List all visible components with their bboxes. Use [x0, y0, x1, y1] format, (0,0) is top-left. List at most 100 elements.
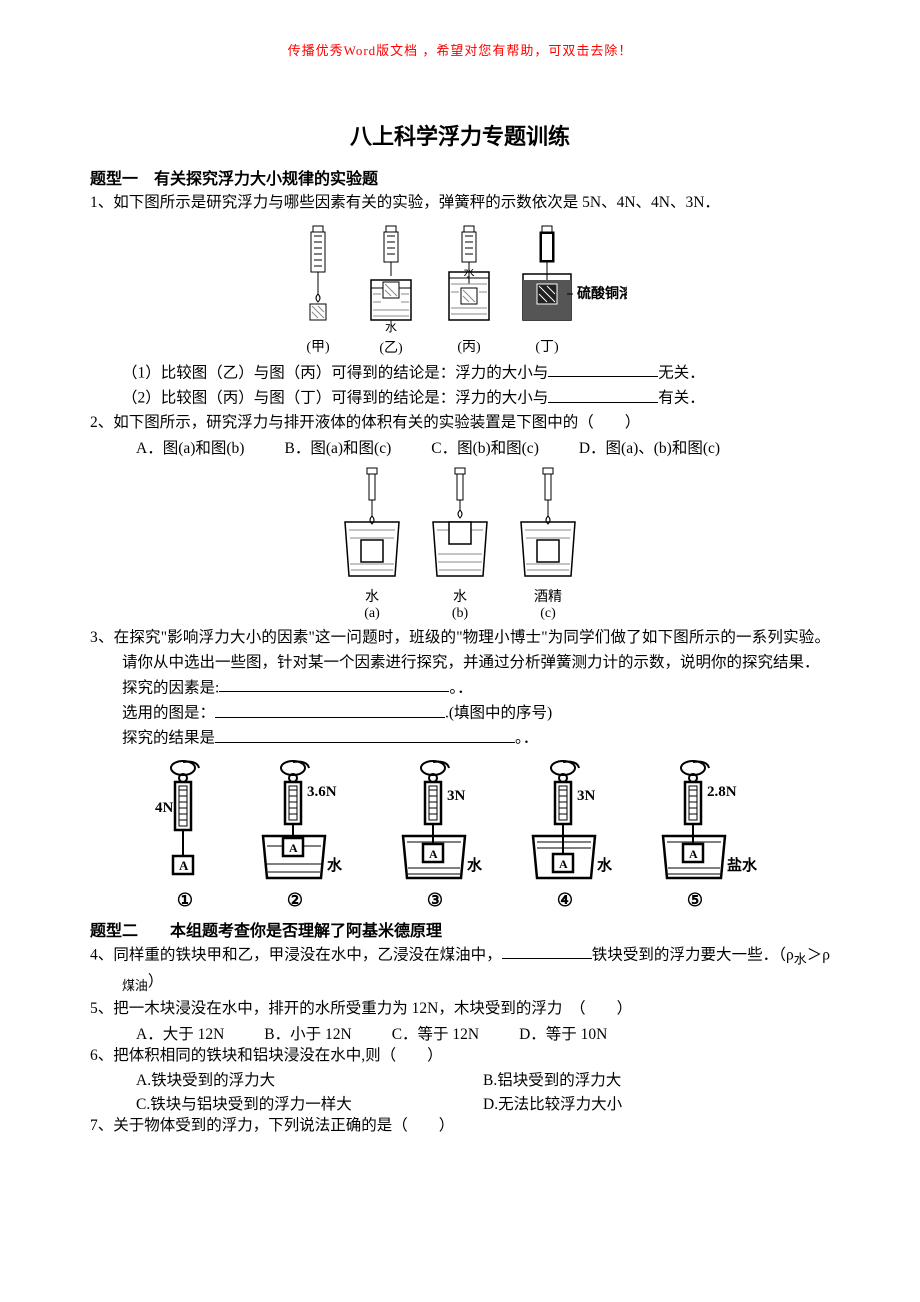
- q2-options: A．图(a)和图(b) B．图(a)和图(c) C．图(b)和图(c) D．图(…: [90, 436, 830, 458]
- svg-text:3N: 3N: [577, 788, 596, 804]
- q3-fig-3-num: ③: [427, 890, 443, 911]
- q2-fig-b-sub: (b): [452, 606, 468, 622]
- section-1-heading: 题型一 有关探究浮力大小规律的实验题: [90, 165, 830, 189]
- beaker-icon: 2.8N A 盐水: [645, 760, 785, 890]
- q5-opt-a: A．大于 12N: [136, 1022, 224, 1044]
- beaker-icon: 3N A 水: [515, 760, 635, 890]
- svg-text:水: 水: [464, 266, 475, 279]
- q3-fig-3: 3N A 水 ③: [385, 760, 505, 911]
- header-note-post: 版文档 ，希望对您有帮助，可双击去除！: [376, 43, 632, 58]
- blank: [502, 943, 592, 960]
- q5-options: A．大于 12N B．小于 12N C．等于 12N D．等于 10N: [90, 1022, 830, 1044]
- document-title: 八上科学浮力专题训练: [90, 119, 830, 151]
- q2-fig-c: 酒精 (c): [513, 466, 583, 622]
- q3-l3-post: 。．: [515, 730, 538, 747]
- q1-sub1-pre: （1）比较图（乙）与图（丙）可得到的结论是：浮力的大小与: [122, 364, 548, 381]
- section-2-heading: 题型二 本组题考查你是否理解了阿基米德原理: [90, 917, 830, 941]
- svg-text:A: A: [559, 857, 568, 871]
- q1-fig-4-side-label: 硫酸铜溶液: [577, 285, 627, 302]
- svg-text:2.8N: 2.8N: [707, 784, 737, 800]
- q3-fig-1: 4N A ①: [135, 760, 235, 911]
- q5-opt-b: B．小于 12N: [264, 1022, 351, 1044]
- q3-l1-pre: 探究的因素是:: [122, 679, 219, 696]
- beaker-icon: [337, 466, 407, 586]
- header-note: 传播优秀Word版文档 ，希望对您有帮助，可双击去除！: [90, 40, 830, 59]
- q4-pre: 4、同样重的铁块甲和乙，甲浸没在水中，乙浸没在煤油中，: [90, 946, 502, 963]
- svg-text:水: 水: [597, 856, 613, 874]
- q4-mid: ＞ρ: [807, 946, 830, 963]
- q2-text: 2、如下图所示，研究浮力与排开液体的体积有关的实验装置是下图中的（ ）: [90, 411, 830, 436]
- q6-opt-a: A.铁块受到的浮力大: [136, 1068, 483, 1090]
- svg-text:盐水: 盐水: [727, 856, 758, 874]
- q5-opt-d: D．等于 10N: [519, 1022, 607, 1044]
- q1-fig-2-label: (乙): [379, 337, 402, 357]
- q3-figure-row: 4N A ① 3.6N A 水: [90, 760, 830, 911]
- svg-text:3.6N: 3.6N: [307, 784, 337, 800]
- q3-fig-5: 2.8N A 盐水 ⑤: [645, 760, 785, 911]
- q3-fig-4-num: ④: [557, 890, 573, 911]
- q3-l3-pre: 探究的结果是: [122, 730, 215, 747]
- q6-options: A.铁块受到的浮力大 B.铝块受到的浮力大 C.铁块与铝块受到的浮力一样大 D.…: [90, 1068, 830, 1114]
- q3-line3: 探究的结果是 。．: [90, 726, 830, 751]
- q7-text: 7、关于物体受到的浮力，下列说法正确的是（ ）: [90, 1114, 830, 1139]
- svg-text:水: 水: [467, 856, 483, 874]
- q3-line2: 选用的图是：.(填图中的序号): [90, 701, 830, 726]
- q1-sub1-post: 无关．: [658, 364, 705, 381]
- beaker-icon: [425, 466, 495, 586]
- q6-text: 6、把体积相同的铁块和铝块浸没在水中,则（ ）: [90, 1044, 830, 1069]
- q2-fig-c-liquid: 酒精: [534, 586, 562, 606]
- blank: [215, 701, 445, 718]
- header-note-pre: 传播优秀: [288, 43, 344, 58]
- q4-end: ）: [148, 973, 164, 990]
- q1-sub2-post: 有关．: [658, 390, 705, 407]
- q3-l2-pre: 选用的图是：: [122, 705, 215, 722]
- q6-opt-c: C.铁块与铝块受到的浮力一样大: [136, 1092, 483, 1114]
- q1-fig-1: (甲): [293, 224, 343, 357]
- q2-fig-c-sub: (c): [540, 606, 556, 622]
- q2-fig-a-liquid: 水: [365, 586, 379, 606]
- q4-sub1: 水: [794, 951, 807, 966]
- blank: [548, 361, 658, 378]
- q2-opt-a: A．图(a)和图(b): [136, 436, 244, 458]
- q3-fig-5-num: ⑤: [687, 890, 703, 911]
- beaker-icon: 3N A 水: [385, 760, 505, 890]
- q3-text: 3、在探究"影响浮力大小的因素"这一问题时，班级的"物理小博士"为同学们做了如下…: [122, 626, 830, 676]
- q1-sub2: （2）比较图（丙）与图（丁）可得到的结论是：浮力的大小与 有关．: [90, 386, 830, 411]
- svg-text:A: A: [289, 841, 298, 855]
- q3-fig-2-num: ②: [287, 890, 303, 911]
- q2-fig-b-liquid: 水: [453, 586, 467, 606]
- svg-text:A: A: [429, 847, 438, 861]
- q1-sub2-pre: （2）比较图（丙）与图（丁）可得到的结论是：浮力的大小与: [122, 390, 548, 407]
- q1-fig-2-liquid: 水: [385, 318, 397, 335]
- q1-sub1: （1）比较图（乙）与图（丙）可得到的结论是：浮力的大小与 无关．: [90, 361, 830, 386]
- q5-opt-c: C．等于 12N: [392, 1022, 479, 1044]
- q4-sub2: 煤油: [122, 978, 148, 993]
- q4-post: 铁块受到的浮力要大一些．（ρ: [592, 946, 794, 963]
- blank: [215, 726, 515, 743]
- q1-fig-3-label: (丙): [457, 336, 480, 356]
- q2-fig-a: 水 (a): [337, 466, 407, 622]
- q1-fig-1-label: (甲): [306, 336, 329, 356]
- q2-opt-d: D．图(a)、(b)和图(c): [579, 436, 720, 458]
- blank: [219, 676, 449, 693]
- q1-text: 1、如下图所示是研究浮力与哪些因素有关的实验，弹簧秤的示数依次是 5N、4N、4…: [90, 191, 830, 216]
- q3-l1-post: 。．: [449, 679, 472, 696]
- svg-text:A: A: [179, 858, 189, 873]
- q3-fig-4: 3N A 水 ④: [515, 760, 635, 911]
- q1-fig-2: 水 (乙): [361, 224, 421, 357]
- q1-fig-3: 水 (丙): [439, 224, 499, 357]
- header-note-word: Word: [344, 43, 377, 58]
- svg-text:A: A: [689, 847, 698, 861]
- q1-figure-row: (甲) 水 (乙): [90, 224, 830, 357]
- q4-text: 4、同样重的铁块甲和乙，甲浸没在水中，乙浸没在煤油中，铁块受到的浮力要大一些．（…: [122, 943, 830, 997]
- q1-fig-4-label: (丁): [535, 336, 558, 356]
- spring-scale-icon: 4N A: [135, 760, 235, 890]
- q3-fig-1-num: ①: [177, 890, 193, 911]
- beaker-icon: 3.6N A 水: [245, 760, 375, 890]
- q2-figure-row: 水 (a) 水 (b): [90, 466, 830, 622]
- svg-text:水: 水: [327, 856, 343, 874]
- blank: [548, 386, 658, 403]
- q6-opt-b: B.铝块受到的浮力大: [483, 1068, 830, 1090]
- beaker-icon: [513, 466, 583, 586]
- q2-fig-b: 水 (b): [425, 466, 495, 622]
